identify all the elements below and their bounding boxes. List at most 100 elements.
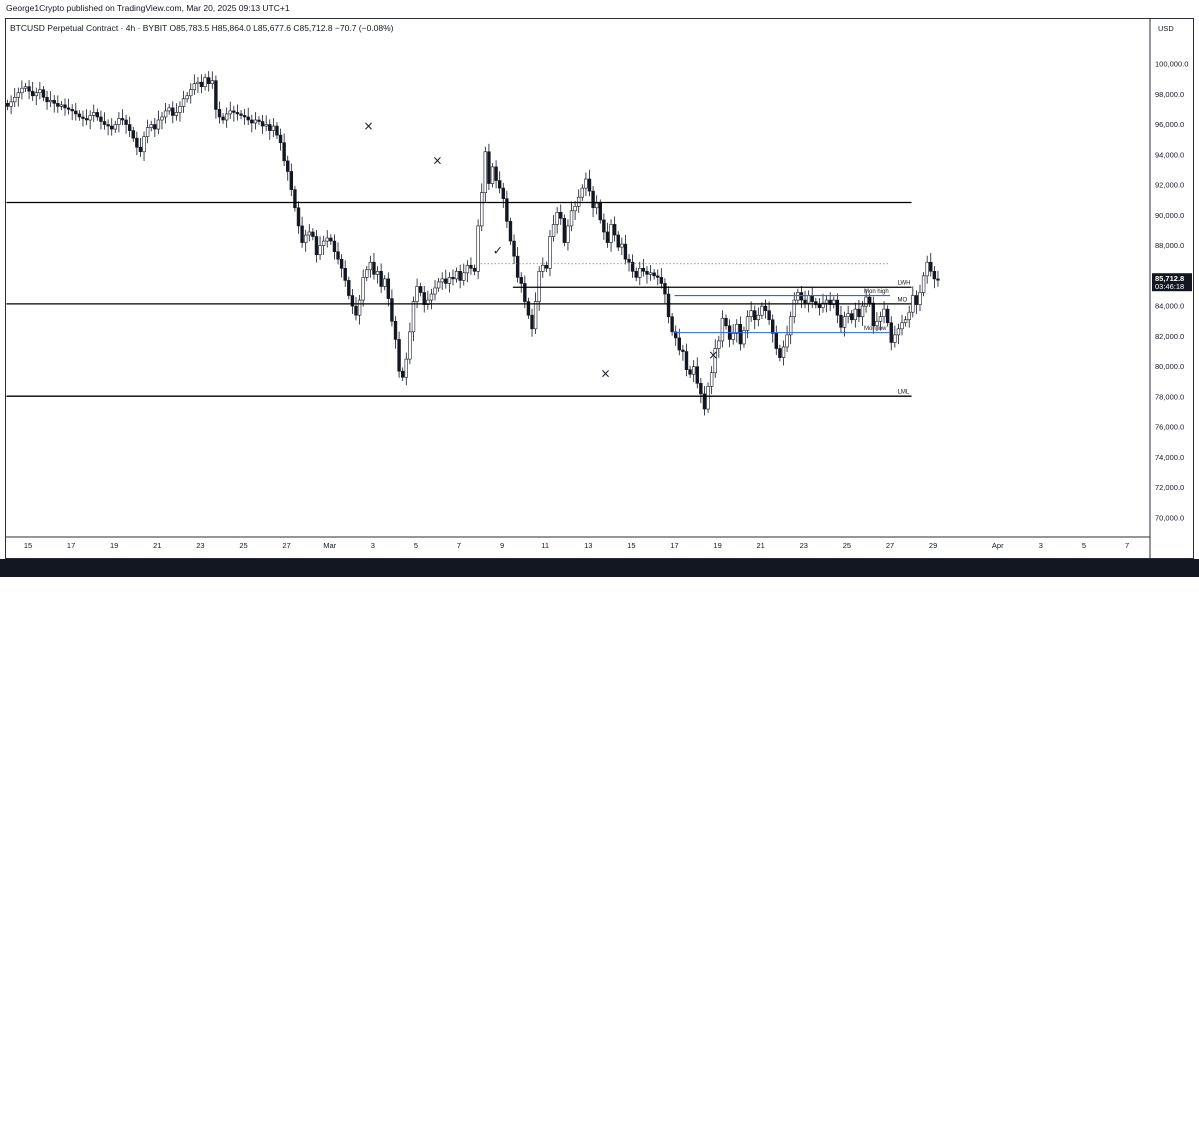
candle-body [648,272,653,275]
annotation-mark: × [708,348,718,362]
candle-body [630,261,635,272]
candle-body [383,278,387,287]
candle-body [929,261,933,272]
symbol-ohlc-legend[interactable]: BTCUSD Perpetual Contract · 4h · BYBIT O… [10,23,394,33]
candle-body [555,212,559,225]
candle-body [889,322,893,343]
candle-body [594,202,599,209]
candle-body [48,100,53,103]
y-tick-label: 96,000.0 [1155,120,1184,129]
candle-body [192,83,197,91]
tradingview-logo-icon: ▰ [8,1121,18,1132]
candle-body [189,89,193,97]
candle-body [38,89,42,94]
x-tick-label: 3 [371,541,375,550]
candle-body [350,295,355,307]
candle-body [717,340,721,349]
candle-body [13,96,17,103]
candle-body [832,299,836,305]
y-tick-label: 94,000.0 [1155,150,1184,159]
candle-body [609,224,613,243]
candle-body [810,295,814,302]
candle-body [523,283,527,302]
candle-body [853,308,858,321]
candle-body [293,189,297,209]
x-tick-label: 13 [584,541,592,550]
y-tick-label: 98,000.0 [1155,90,1184,99]
tradingview-brand: TradingView [17,1121,71,1132]
candle-body [110,125,114,130]
candle-body [454,271,459,280]
y-tick-label: 72,000.0 [1155,483,1184,492]
candle-body [160,116,164,121]
candle-body [224,113,229,121]
candle-body [817,304,822,308]
candle-body [760,305,764,316]
x-tick-label: 29 [929,541,937,550]
candle-body [767,310,771,321]
x-tick-label: 25 [239,541,247,550]
candle-body [936,278,940,281]
publisher-text: George1Crypto published on TradingView.c… [6,3,290,13]
price-chart[interactable]: USD 70,000.0 72,000.0 74,000.0 76,000.0 78,00… [0,0,1199,577]
candle-body [735,323,739,334]
level-label: Mon high [864,289,889,295]
candle-body [311,231,315,237]
candle-body [138,146,143,153]
candle-body [469,264,473,269]
candle-body [519,277,523,284]
tradingview-logo[interactable]: ▰ TradingView [8,1121,70,1132]
candle-body [839,314,843,328]
candle-body [706,386,710,410]
x-tick-label: 19 [110,541,118,550]
candle-body [16,92,21,98]
candle-body [806,295,811,304]
candle-body [149,124,153,128]
candle-body [932,271,937,280]
chart-frame [5,18,1194,559]
candle-body [329,237,333,242]
candle-body [627,258,631,263]
candle-body [857,308,861,318]
candle-body [914,295,919,305]
candle-body [691,366,696,375]
candle-body [508,221,513,242]
candle-body [77,113,82,118]
candle-body [232,110,236,113]
candle-body [745,316,750,331]
candle-body [530,314,534,330]
candle-body [598,202,602,221]
candle-body [788,316,793,336]
candle-body [724,317,728,327]
x-tick-label: 5 [1082,541,1086,550]
candle-body [602,219,606,233]
candle-body [911,295,915,313]
x-tick-label: 3 [1039,541,1043,550]
candle-body [408,331,412,360]
candle-body [271,125,276,131]
candle-body [501,187,505,199]
candle-countdown: 03:46:18 [1155,282,1184,291]
candle-body [88,115,92,121]
y-tick-label: 84,000.0 [1155,302,1184,311]
candle-body [526,301,531,316]
candle-body [584,178,588,189]
candle-body [885,308,890,324]
annotation-mark: × [601,366,611,380]
candle-body [559,212,563,219]
candle-body [289,171,294,190]
candle-body [45,96,49,103]
candle-body [113,124,117,130]
candle-body [695,366,699,384]
candle-body [131,130,135,139]
level-label: Mon low [864,326,887,332]
candle-body [451,277,455,280]
candle-body [472,267,477,272]
candle-body [102,121,107,125]
candle-body [465,264,470,274]
candle-body [537,271,541,302]
y-tick-label: 88,000.0 [1155,241,1184,250]
x-tick-label: 7 [1125,541,1129,550]
candle-body [458,271,462,281]
candle-body [620,243,624,248]
